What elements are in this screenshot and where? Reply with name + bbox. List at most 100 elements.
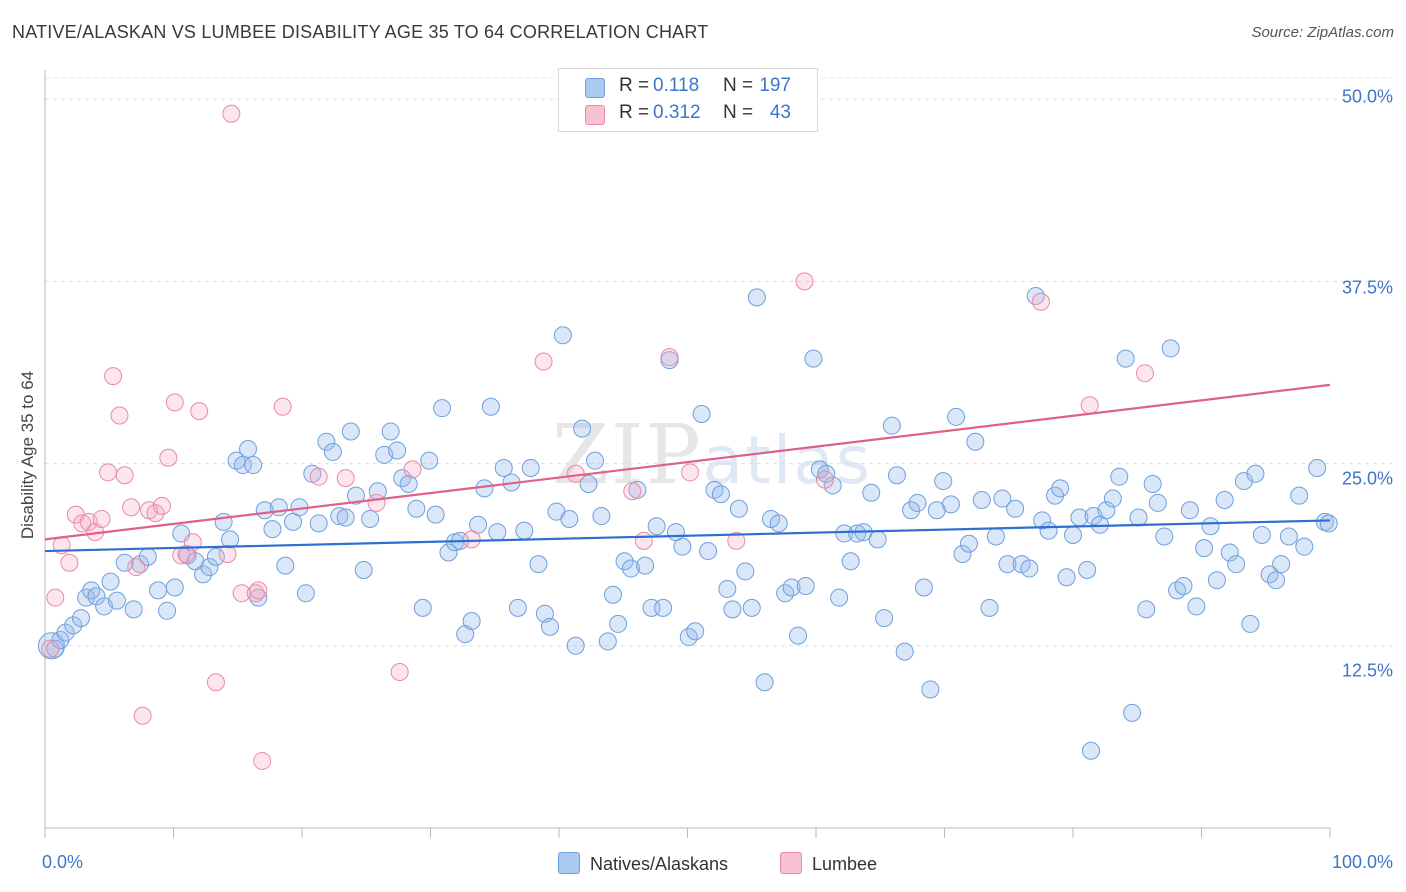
- point-lumbee-44: [727, 531, 746, 550]
- y-tick-label-12-5: 12.5%: [1341, 660, 1393, 681]
- point-native-127: [868, 530, 887, 549]
- point-native-35: [276, 556, 295, 575]
- point-native-130: [887, 466, 906, 485]
- correlation-legend: R = 0.118 N = 197 R = 0.312 N = 43: [558, 68, 818, 132]
- legend-r-value-lumbee: 0.312: [653, 102, 701, 123]
- point-native-181: [1220, 543, 1239, 562]
- point-native-40: [309, 514, 328, 533]
- point-native-48: [361, 509, 380, 528]
- source-label: Source: ZipAtlas.com: [1251, 24, 1394, 41]
- point-native-4: [64, 616, 83, 635]
- point-native-51: [381, 422, 400, 441]
- point-native-23: [200, 558, 219, 577]
- point-native-58: [426, 505, 445, 524]
- point-native-25: [214, 512, 233, 531]
- point-native-46: [346, 486, 365, 505]
- point-lumbee-46: [815, 470, 834, 489]
- point-lumbee-47: [1031, 292, 1050, 311]
- point-native-100: [692, 405, 711, 424]
- point-native-29: [239, 440, 258, 458]
- legend-r-value-natives: 0.118: [653, 75, 700, 96]
- point-native-177: [1195, 539, 1214, 558]
- point-native-101: [699, 542, 718, 561]
- point-lumbee-11: [110, 406, 129, 425]
- point-native-79: [560, 509, 579, 528]
- point-lumbee-28: [246, 584, 265, 603]
- point-native-81: [573, 419, 592, 438]
- point-native-179: [1207, 571, 1226, 590]
- point-lumbee-24: [190, 402, 209, 421]
- point-native-89: [621, 559, 640, 578]
- point-native-71: [508, 598, 527, 617]
- point-native-99: [686, 622, 705, 641]
- point-native-55: [407, 499, 426, 518]
- point-native-68: [488, 523, 507, 542]
- point-native-82: [579, 474, 598, 493]
- legend-r-label: R =: [619, 102, 650, 123]
- point-native-131: [895, 642, 914, 661]
- point-lumbee-3: [60, 553, 79, 572]
- point-native-144: [980, 598, 999, 617]
- point-native-175: [1180, 501, 1199, 520]
- bottom-legend-swatch-natives: [558, 852, 580, 874]
- point-lumbee-10: [104, 367, 123, 386]
- point-native-93: [647, 517, 666, 536]
- point-lumbee-1: [46, 588, 65, 607]
- point-native-34: [269, 498, 288, 517]
- point-native-80: [566, 636, 585, 655]
- point-lumbee-37: [462, 530, 481, 549]
- point-lumbee-43: [681, 463, 700, 482]
- point-native-16: [149, 581, 168, 600]
- point-native-66: [475, 479, 494, 498]
- point-native-143: [972, 491, 991, 510]
- point-native-138: [941, 495, 960, 514]
- x-tick-label-max: 100.0%: [1331, 852, 1393, 872]
- point-native-43: [330, 507, 349, 526]
- point-native-170: [1148, 493, 1167, 512]
- point-native-45: [341, 422, 360, 441]
- point-lumbee-45: [795, 272, 814, 291]
- point-native-114: [782, 578, 801, 597]
- point-native-190: [1279, 527, 1298, 546]
- point-native-156: [1057, 568, 1076, 587]
- point-native-150: [1020, 559, 1039, 578]
- point-native-126: [862, 483, 881, 502]
- point-native-145: [986, 527, 1005, 546]
- point-native-140: [953, 544, 972, 563]
- point-native-193: [1308, 458, 1327, 477]
- point-lumbee-15: [133, 706, 152, 725]
- point-native-17: [158, 601, 177, 620]
- point-lumbee-41: [634, 531, 653, 550]
- trend-line-lumbee: [44, 383, 1331, 541]
- point-lumbee-32: [309, 467, 328, 486]
- point-native-115: [789, 626, 808, 645]
- point-native-153: [1039, 521, 1058, 540]
- point-native-57: [420, 451, 439, 470]
- point-native-88: [615, 552, 634, 571]
- point-lumbee-0: [41, 639, 60, 658]
- watermark-atlas: atlas: [702, 422, 873, 499]
- point-native-117: [804, 349, 823, 368]
- point-lumbee-22: [177, 544, 196, 563]
- point-native-191: [1290, 486, 1309, 505]
- point-native-189: [1272, 555, 1291, 574]
- point-native-1: [46, 639, 65, 658]
- point-native-167: [1129, 508, 1148, 527]
- point-native-63: [456, 625, 475, 644]
- point-native-133: [908, 493, 927, 512]
- bottom-legend-lumbee: Lumbee: [780, 852, 877, 875]
- point-native-119: [817, 464, 836, 483]
- point-native-168: [1137, 600, 1156, 619]
- point-native-184: [1241, 614, 1260, 633]
- watermark-zip: ZIP: [552, 408, 703, 503]
- point-native-44: [336, 508, 355, 527]
- point-native-137: [934, 472, 953, 491]
- point-lumbee-20: [165, 393, 184, 412]
- point-native-172: [1161, 339, 1180, 358]
- point-native-163: [1103, 489, 1122, 508]
- point-lumbee-19: [159, 448, 178, 467]
- point-lumbee-42: [660, 348, 679, 367]
- chart-title: NATIVE/ALASKAN VS LUMBEE DISABILITY AGE …: [12, 22, 709, 42]
- point-native-76: [541, 617, 560, 636]
- point-native-8: [87, 587, 106, 606]
